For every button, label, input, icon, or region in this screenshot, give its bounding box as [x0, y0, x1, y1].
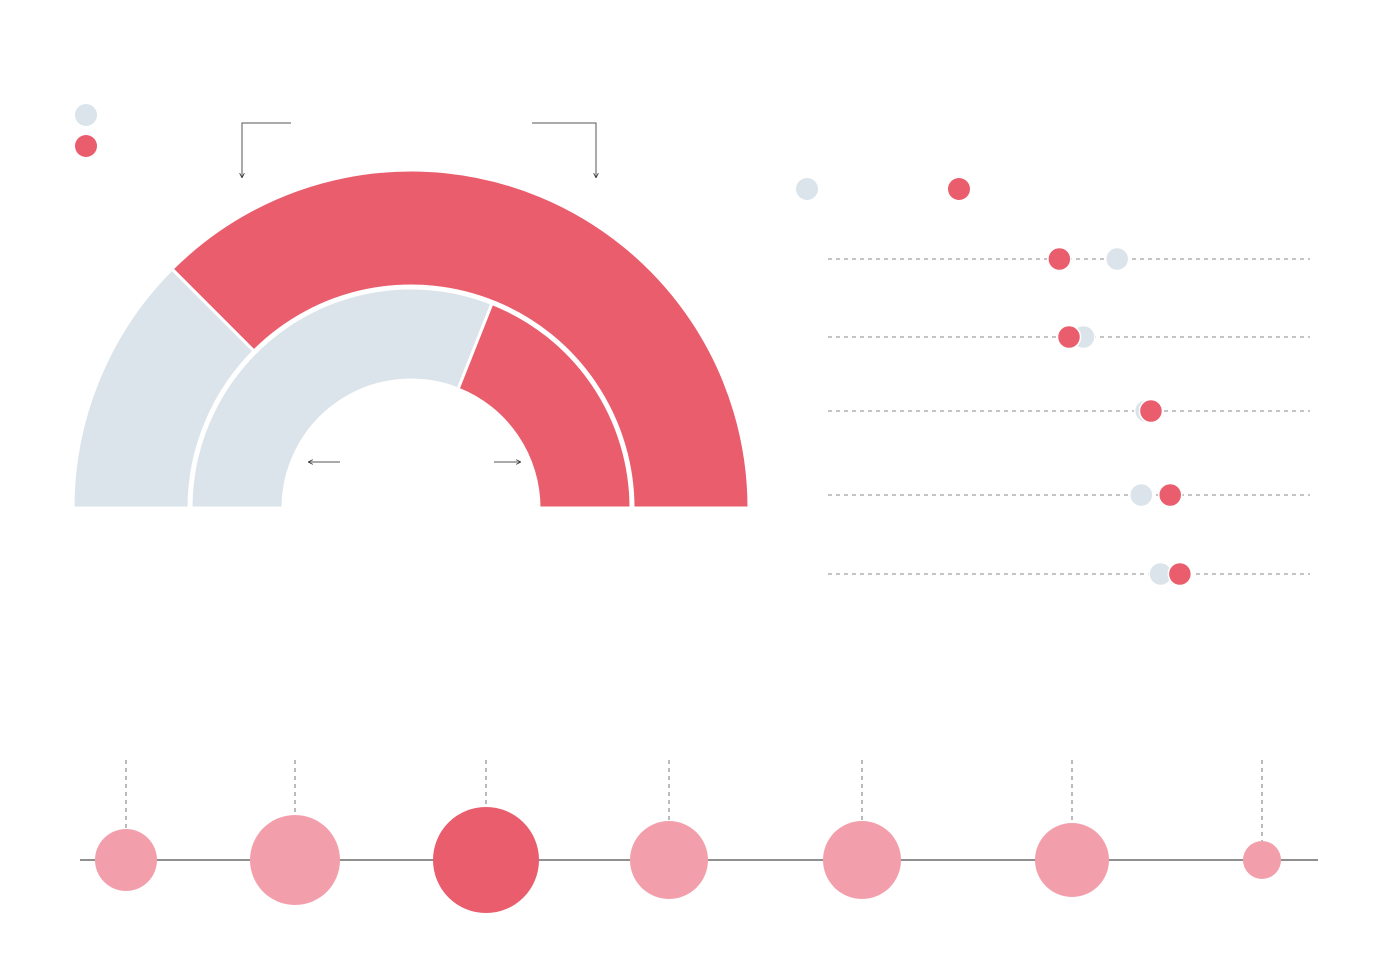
- bubble: [250, 815, 340, 905]
- dot: [1138, 398, 1164, 424]
- bubble: [1035, 823, 1109, 897]
- bubble: [433, 807, 539, 913]
- dot: [1056, 324, 1082, 350]
- dot: [1104, 246, 1130, 272]
- ring-segment: [456, 301, 633, 510]
- dot: [1167, 561, 1193, 587]
- annotation-arrow: [242, 122, 291, 177]
- bubble: [95, 829, 157, 891]
- legend-dot: [796, 178, 818, 200]
- legend-dot: [75, 135, 97, 157]
- bubble: [823, 821, 901, 899]
- dot: [1129, 482, 1154, 508]
- ring-segment: [169, 168, 751, 510]
- bubble: [630, 821, 708, 899]
- ring-segment: [189, 286, 494, 510]
- dot: [1157, 482, 1183, 508]
- annotation-arrow: [532, 122, 596, 177]
- bubble: [1243, 841, 1281, 879]
- legend-dot: [75, 104, 97, 126]
- legend-dot: [948, 178, 970, 200]
- dot: [1047, 246, 1072, 272]
